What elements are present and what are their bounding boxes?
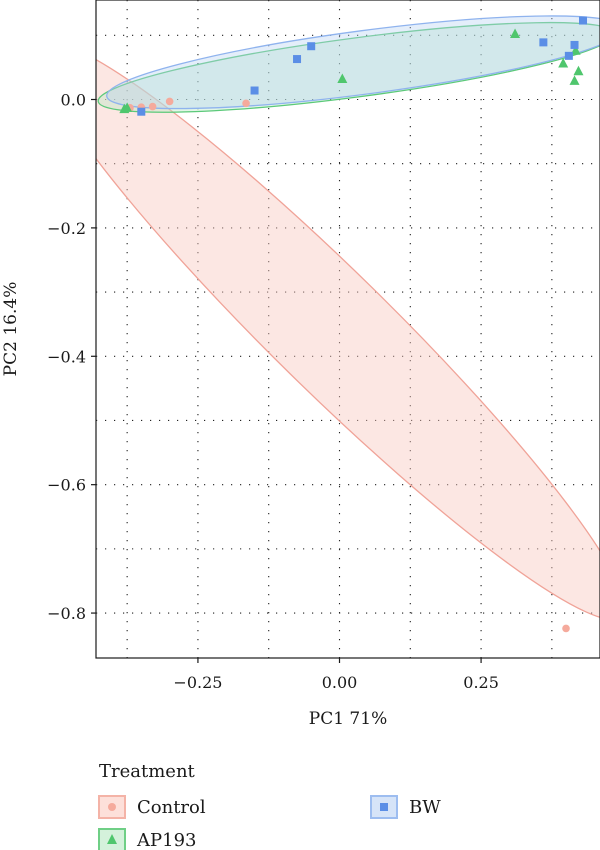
point-bw (579, 16, 588, 25)
point-ap193 (570, 45, 581, 55)
legend-label-bw: BW (409, 797, 441, 818)
point-ap193 (569, 75, 580, 85)
point-ap193 (558, 58, 569, 68)
x-tick-label: −0.25 (173, 673, 222, 692)
data-points (119, 16, 588, 633)
x-tick-label: 0.25 (463, 673, 499, 692)
ellipse-control (96, 41, 600, 621)
confidence-ellipses (96, 15, 600, 621)
point-control (165, 97, 174, 106)
ellipse-ap193 (97, 21, 600, 113)
axes: −0.25 0.00 0.25 0.0 −0.2 −0.4 −0.6 −0.8 (47, 91, 499, 692)
point-control (148, 102, 157, 111)
point-control (242, 99, 250, 108)
y-tick-label: −0.8 (47, 604, 86, 623)
plot-frame (95, 0, 600, 659)
ellipse-bw (106, 15, 600, 110)
grid (96, 0, 600, 658)
y-tick-label: −0.6 (47, 476, 86, 495)
y-tick-label: −0.2 (47, 219, 86, 238)
point-bw (570, 40, 579, 49)
point-bw (293, 55, 302, 64)
point-ap193 (510, 28, 521, 39)
point-ap193 (122, 102, 133, 112)
y-tick-label: −0.4 (47, 347, 86, 366)
point-bw (137, 107, 146, 116)
point-control (562, 624, 570, 633)
x-axis-title: PC1 71% (309, 709, 387, 729)
legend-marker-bw (380, 803, 388, 811)
point-bw (564, 51, 573, 60)
y-axis-title: PC2 16.4% (1, 282, 21, 377)
legend-title: Treatment (99, 761, 196, 782)
legend: Treatment Control AP193 BW (98, 761, 441, 850)
legend-label-ap193: AP193 (136, 830, 196, 850)
legend-label-control: Control (137, 797, 206, 818)
point-bw (539, 38, 548, 47)
legend-marker-ap193 (107, 834, 117, 844)
point-ap193 (337, 73, 348, 83)
y-tick-label: 0.0 (61, 91, 86, 110)
legend-marker-control (108, 803, 116, 811)
point-bw (307, 42, 316, 51)
point-bw (250, 86, 259, 95)
x-tick-label: 0.00 (322, 673, 358, 692)
point-ap193 (573, 65, 584, 76)
